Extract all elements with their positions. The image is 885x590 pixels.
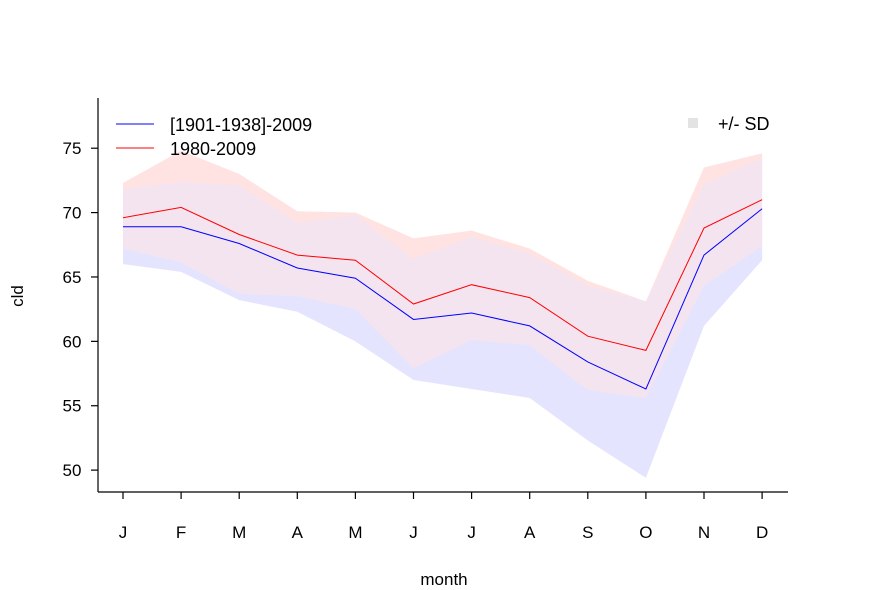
x-axis-title: month <box>420 570 467 589</box>
x-tick-label: F <box>176 523 186 542</box>
sd-legend-label: +/- SD <box>718 114 770 134</box>
y-tick-label: 65 <box>63 268 82 287</box>
y-tick-label: 55 <box>63 397 82 416</box>
legend-label-1: [1901-1938]-2009 <box>170 115 312 135</box>
x-tick-label: J <box>409 523 418 542</box>
x-tick-label: S <box>582 523 593 542</box>
y-tick-label: 60 <box>63 332 82 351</box>
y-tick-label: 75 <box>63 139 82 158</box>
x-tick-label: O <box>639 523 652 542</box>
sd-legend: +/- SD <box>688 114 770 134</box>
sd-band-2 <box>123 150 763 399</box>
series-lines <box>122 199 763 390</box>
legend-label-2: 1980-2009 <box>170 139 256 159</box>
sd-bands <box>123 150 763 478</box>
y-ticks: 50 55 60 65 70 75 <box>63 139 98 480</box>
x-tick-label: A <box>524 523 536 542</box>
x-tick-label: M <box>232 523 246 542</box>
legend: [1901-1938]-2009 1980-2009 <box>116 115 312 159</box>
axes <box>97 98 788 493</box>
x-tick-label: J <box>119 523 128 542</box>
series-line-2 <box>122 199 763 351</box>
series-line-1 <box>123 208 763 390</box>
x-tick-label: N <box>698 523 710 542</box>
y-tick-label: 70 <box>63 204 82 223</box>
x-tick-label: J <box>467 523 476 542</box>
x-tick-label: A <box>292 523 304 542</box>
sd-legend-swatch <box>688 118 698 128</box>
y-axis-title: cld <box>8 285 27 307</box>
x-tick-label: D <box>756 523 768 542</box>
x-tick-label: M <box>348 523 362 542</box>
y-tick-label: 50 <box>63 461 82 480</box>
